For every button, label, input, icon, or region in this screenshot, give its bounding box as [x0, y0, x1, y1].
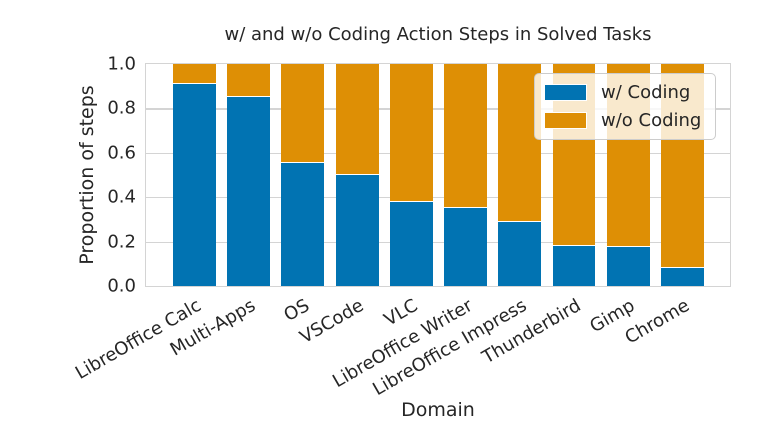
- bar-libreoffice-calc: [172, 64, 216, 286]
- x-tick-label: OS: [280, 295, 314, 326]
- bar-segment-w-coding: [552, 246, 596, 286]
- bar-segment-wo-coding: [389, 64, 433, 202]
- bar-segment-w-coding: [335, 175, 379, 286]
- legend-item-w-coding: w/ Coding: [544, 82, 701, 103]
- bar-segment-w-coding: [281, 162, 325, 286]
- gridline: [146, 152, 730, 154]
- legend-swatch-wo-coding: [544, 112, 587, 129]
- bar-vlc: [389, 64, 433, 286]
- plot-area: 0.0 0.2 0.4 0.6 0.8 1.0 LibreOffice Calc Multi…: [72, 54, 731, 400]
- gridline: [146, 108, 730, 110]
- gridline: [146, 197, 730, 199]
- bar-segment-wo-coding: [227, 64, 271, 98]
- bar-os: [281, 64, 325, 286]
- bar-segment-w-coding: [661, 268, 704, 286]
- legend-item-wo-coding: w/o Coding: [544, 110, 701, 131]
- gridline: [146, 241, 730, 243]
- bar-segment-wo-coding: [281, 64, 325, 163]
- y-tick-label: 0.2: [107, 231, 136, 253]
- legend-swatch-w-coding: [544, 84, 587, 101]
- y-tick-label: 0.0: [107, 275, 136, 297]
- bar-segment-wo-coding: [335, 64, 379, 175]
- bar-segment-w-coding: [606, 247, 650, 286]
- bar-segment-w-coding: [444, 208, 487, 286]
- chart-title: w/ and w/o Coding Action Steps in Solved…: [224, 24, 652, 45]
- bar-multi-apps: [227, 64, 271, 286]
- y-tick-label: 0.8: [107, 97, 136, 119]
- bar-libreoffice-writer: [444, 64, 487, 286]
- y-tick-label: 0.4: [107, 186, 136, 208]
- x-axis-label: Domain: [401, 399, 475, 421]
- bar-segment-wo-coding: [444, 64, 487, 209]
- bar-segment-w-coding: [227, 97, 271, 286]
- bar-segment-w-coding: [498, 221, 542, 286]
- legend-label-w-coding: w/ Coding: [601, 82, 691, 103]
- legend-label-wo-coding: w/o Coding: [601, 110, 702, 131]
- bar-vscode: [335, 64, 379, 286]
- y-tick-label: 1.0: [107, 53, 136, 75]
- bar-segment-w-coding: [172, 83, 216, 286]
- legend: w/ Coding w/o Coding: [534, 73, 717, 140]
- bar-segment-wo-coding: [172, 64, 216, 84]
- y-axis-label: Proportion of steps: [76, 85, 98, 265]
- y-tick-label: 0.6: [107, 142, 136, 164]
- bar-segment-w-coding: [389, 201, 433, 286]
